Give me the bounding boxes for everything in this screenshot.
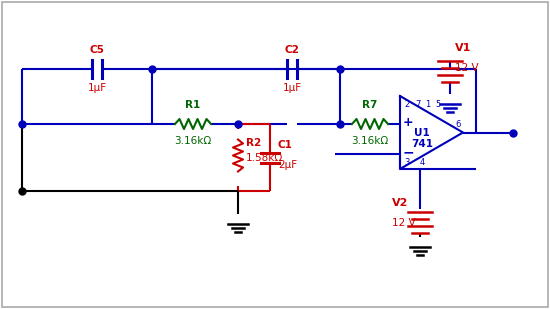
FancyBboxPatch shape [2, 2, 548, 307]
Text: 1μF: 1μF [87, 83, 107, 93]
Text: U1: U1 [414, 128, 430, 138]
Text: 6: 6 [455, 120, 461, 129]
Text: R1: R1 [185, 100, 201, 110]
Text: V1: V1 [455, 43, 471, 53]
Text: V2: V2 [392, 198, 408, 208]
Text: 1: 1 [425, 100, 431, 109]
Text: 3: 3 [404, 158, 409, 167]
Text: 741: 741 [411, 139, 433, 149]
Text: 12 V: 12 V [455, 63, 478, 73]
Text: +: + [403, 116, 413, 129]
Text: C5: C5 [90, 45, 104, 55]
Text: −: − [402, 145, 414, 159]
Text: C2: C2 [284, 45, 299, 55]
Text: C1: C1 [278, 139, 293, 150]
Text: R7: R7 [362, 100, 378, 110]
Text: 3.16kΩ: 3.16kΩ [174, 136, 212, 146]
Text: R2: R2 [246, 138, 261, 147]
Text: 4: 4 [419, 158, 425, 167]
Text: 2μF: 2μF [278, 159, 297, 170]
Text: 1.58kΩ: 1.58kΩ [246, 153, 283, 163]
Text: 5: 5 [436, 100, 441, 109]
Text: 12 V: 12 V [392, 218, 416, 228]
Text: 3.16kΩ: 3.16kΩ [351, 136, 389, 146]
Text: 2: 2 [404, 100, 409, 109]
Text: 1μF: 1μF [283, 83, 301, 93]
Text: 7: 7 [415, 100, 421, 109]
